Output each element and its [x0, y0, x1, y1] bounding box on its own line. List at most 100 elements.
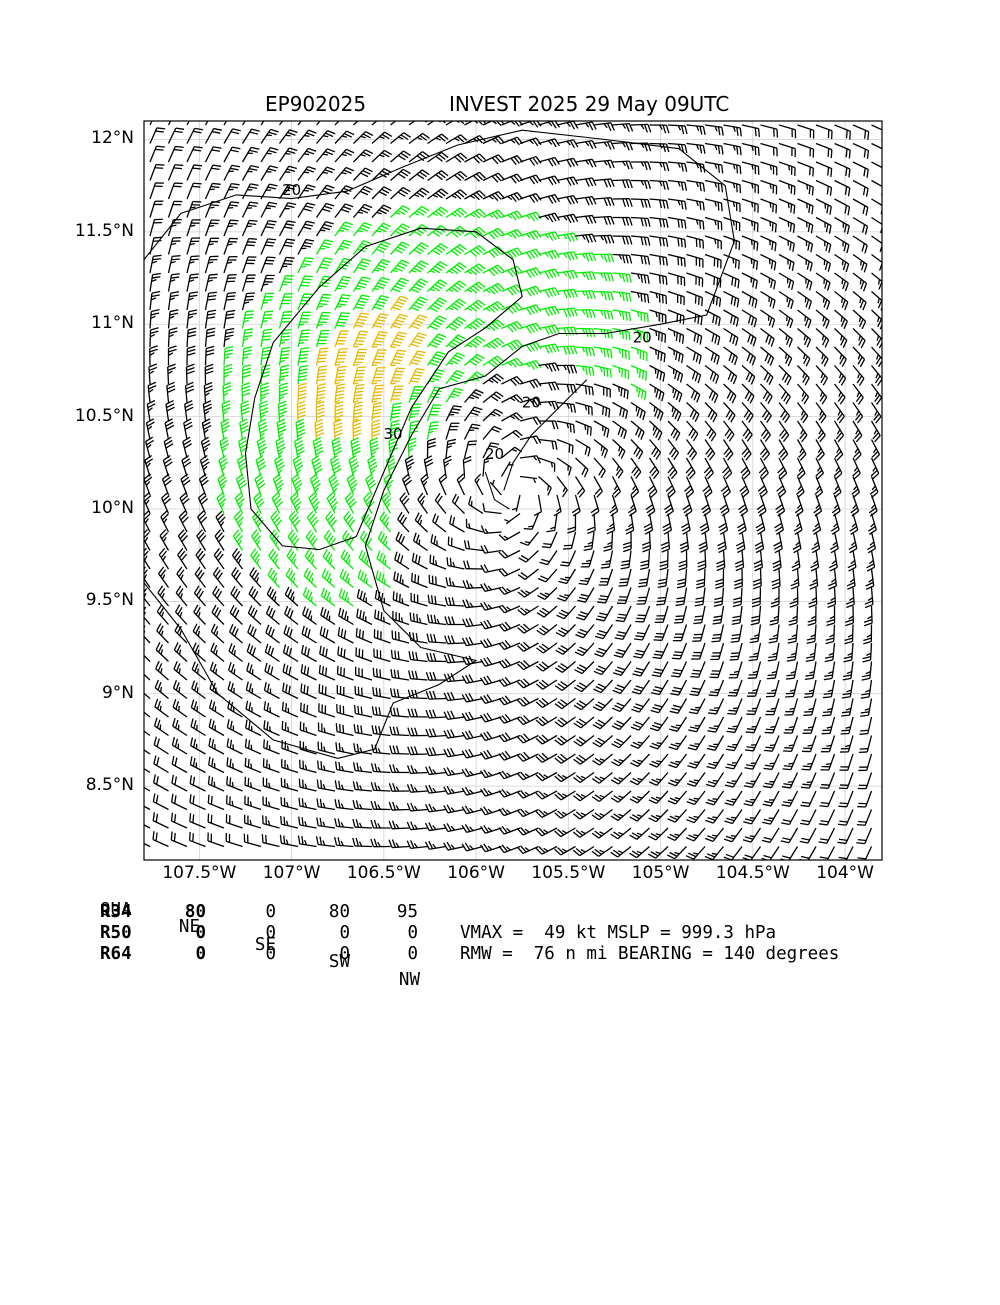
wind-barb — [186, 364, 194, 384]
wind-barb — [303, 607, 317, 625]
wind-barb — [761, 162, 777, 175]
wind-barb — [161, 511, 169, 532]
wind-barb — [428, 152, 449, 162]
wind-barb — [250, 568, 261, 588]
wind-barb — [330, 456, 341, 477]
wind-barb — [706, 791, 724, 805]
wind-barb — [594, 347, 612, 358]
wind-barb — [613, 310, 631, 321]
wind-barb — [335, 837, 354, 846]
wind-barb — [356, 667, 372, 680]
wind-barb — [853, 366, 864, 386]
wind-barb — [280, 312, 293, 329]
wind-barb — [558, 569, 575, 583]
r64-ne: 0 — [166, 946, 206, 964]
contour-label: 20 — [282, 181, 301, 199]
wind-barb — [382, 493, 391, 514]
wind-barb — [224, 365, 232, 384]
wind-barb — [336, 723, 353, 735]
wind-barb — [721, 477, 730, 498]
wind-barb — [418, 493, 428, 514]
wind-barb — [372, 223, 391, 236]
wind-barb — [409, 225, 429, 236]
wind-barb — [761, 329, 775, 347]
wind-barb — [187, 238, 200, 255]
row-r50-label: R50 — [100, 925, 132, 943]
wind-barb — [321, 588, 335, 606]
wind-barb — [465, 300, 486, 311]
wind-barb — [446, 190, 467, 199]
wind-barb — [539, 269, 560, 279]
wind-barb — [171, 832, 187, 847]
wind-barb — [408, 709, 427, 717]
wind-barb — [633, 643, 649, 658]
r50-nw: 0 — [378, 925, 418, 943]
wind-barb — [816, 255, 830, 272]
wind-barb — [704, 458, 713, 479]
wind-barb — [354, 241, 372, 255]
wind-barb — [243, 365, 252, 384]
wind-barb — [428, 225, 448, 236]
wind-barb — [631, 273, 649, 284]
wind-barb — [215, 530, 224, 551]
wind-barb — [318, 761, 335, 773]
wind-barb — [576, 122, 597, 130]
wind-barb — [211, 643, 224, 662]
wind-barb — [753, 569, 761, 589]
wind-barb — [679, 551, 687, 571]
wind-barb — [370, 438, 379, 458]
wind-barb — [224, 202, 239, 218]
wind-barb — [150, 273, 161, 291]
wind-barb — [335, 402, 343, 421]
wind-barb — [339, 608, 354, 625]
wind-barb — [465, 264, 486, 275]
wind-barb — [409, 297, 428, 311]
wind-barb — [150, 310, 159, 329]
wind-barb — [803, 699, 816, 716]
wind-barb — [354, 259, 372, 273]
wind-barb — [190, 794, 206, 809]
wind-barb — [298, 130, 316, 143]
wind-barb — [843, 662, 853, 680]
wind-barb — [389, 840, 409, 848]
wind-barb — [703, 477, 712, 498]
wind-barb — [380, 512, 391, 532]
wind-barb — [790, 588, 798, 608]
wind-barb — [319, 665, 335, 680]
wind-barb — [190, 813, 206, 828]
wind-barb — [295, 437, 305, 458]
wind-barb — [224, 238, 238, 254]
wind-barb — [835, 273, 849, 291]
lat-tick-label: 10.5°N — [75, 408, 134, 425]
wind-barb — [853, 440, 861, 461]
wind-barb — [614, 643, 631, 657]
wind-barb — [262, 834, 279, 846]
wind-barb — [481, 602, 502, 610]
wind-barb — [483, 338, 504, 349]
wind-barb — [631, 236, 650, 246]
wind-barb — [261, 329, 272, 347]
wind-barb — [224, 347, 233, 366]
wind-barb — [279, 401, 287, 421]
wind-barb — [688, 736, 705, 750]
wind-barb — [838, 791, 853, 807]
wind-barb — [243, 147, 260, 162]
wind-barb — [391, 242, 410, 254]
wind-barb — [577, 588, 594, 603]
wind-barb — [687, 218, 704, 230]
wind-barb — [265, 682, 280, 698]
wind-barb — [650, 347, 666, 362]
wind-barb — [425, 841, 446, 849]
wind-barb — [409, 315, 427, 329]
wind-barb — [705, 421, 716, 441]
wind-barb — [450, 515, 465, 532]
wind-barb — [667, 828, 686, 840]
wind-barb — [594, 198, 614, 206]
wind-barb — [302, 645, 317, 661]
wind-barb — [707, 736, 724, 751]
wind-barb — [611, 828, 631, 839]
wind-barb — [408, 438, 416, 458]
wind-barb — [576, 234, 596, 242]
wind-barb — [372, 132, 392, 143]
wind-barb — [169, 128, 185, 143]
